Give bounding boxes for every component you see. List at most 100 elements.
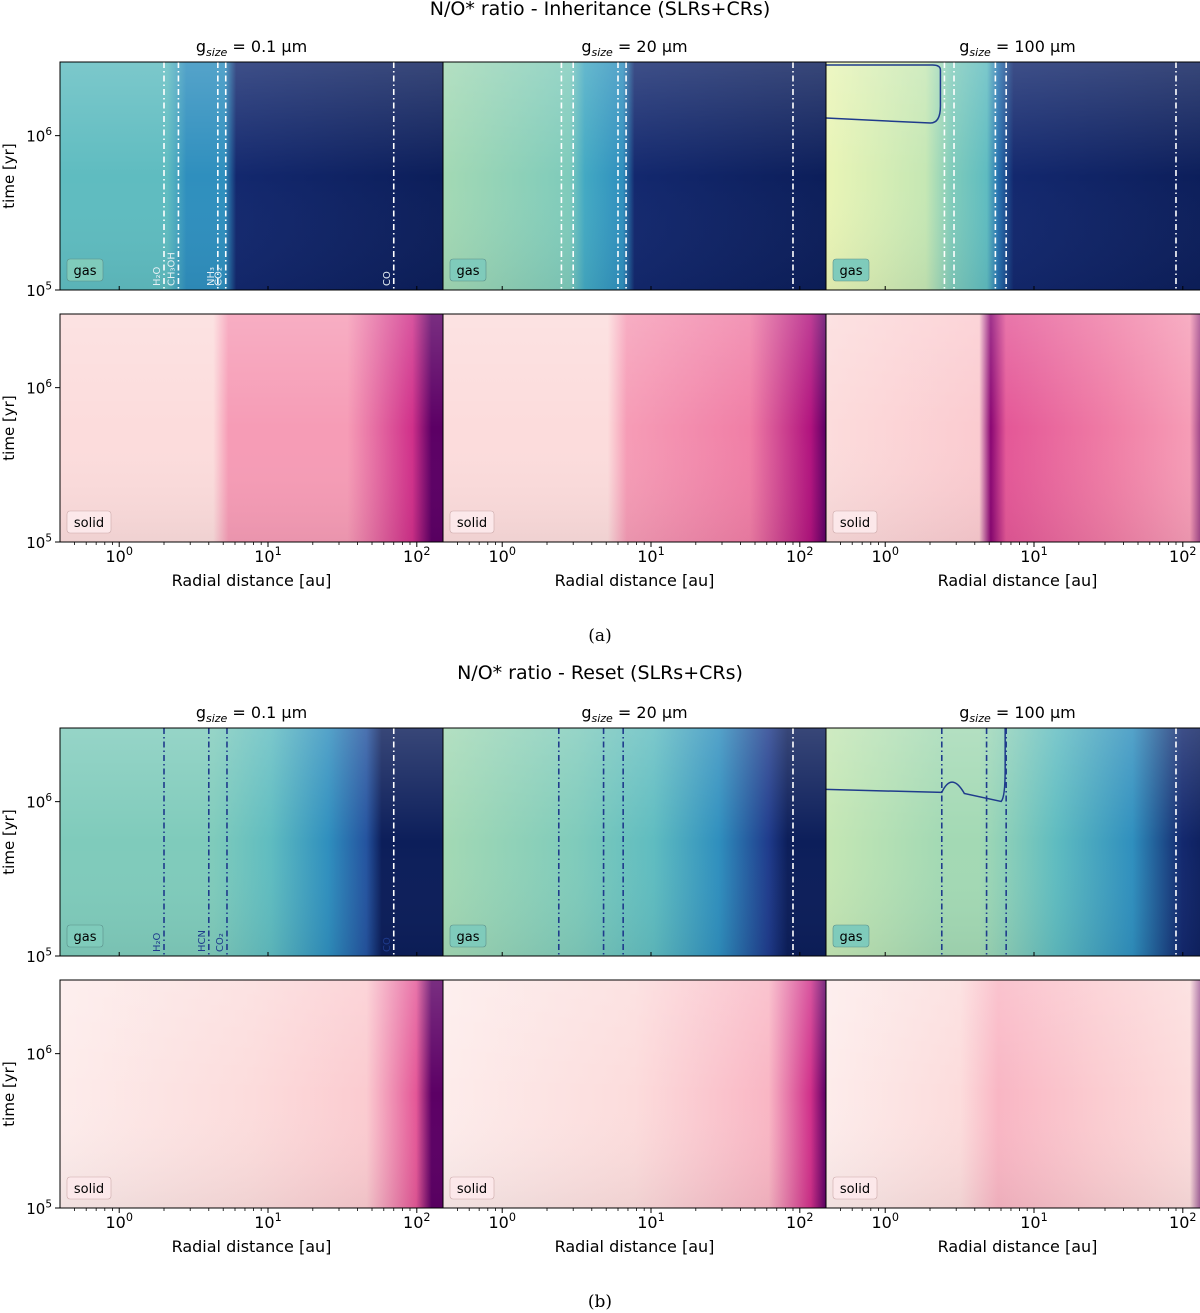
snowline-label: CO₂ — [215, 933, 226, 952]
gas-label: gas — [457, 930, 480, 945]
snowline-label: CO — [382, 271, 393, 286]
panel-title: gsize = 0.1 μm — [196, 37, 307, 59]
y-tick-label: 105 — [26, 280, 52, 300]
solid-time-shading — [443, 980, 826, 1208]
snowline-label: HCN — [197, 930, 208, 952]
solid-time-shading — [60, 980, 443, 1208]
x-tick-label: 100 — [105, 545, 132, 566]
solid-label-box — [66, 510, 112, 534]
x-tick-label: 102 — [403, 545, 430, 566]
x-axis-label: Radial distance [au] — [172, 571, 332, 590]
gas-time-shading — [826, 62, 1200, 290]
gas-label-box — [449, 924, 487, 948]
solid-frame — [825, 313, 1200, 543]
y-axis-label: time [yr] — [0, 809, 18, 874]
gas-time-shading — [60, 62, 443, 290]
snowline-label: CO — [382, 937, 393, 952]
figure-a: gsize = 0.1 μm gsize = 20 μm gsize = 100 μ… — [0, 37, 1200, 590]
gas-label-box — [66, 258, 104, 282]
solid-label: solid — [840, 1182, 870, 1197]
gas-time-shading — [60, 728, 443, 956]
caption-a: (a) — [588, 626, 612, 646]
x-tick-label: 100 — [488, 1211, 515, 1232]
gas-panel: H₂O HCN CO₂ CO gas — [59, 727, 444, 957]
gas-panel: gas — [825, 727, 1200, 957]
solid-time-shading — [60, 314, 443, 542]
snowline-label: H₂O — [152, 266, 163, 286]
y-axis-label: time [yr] — [0, 395, 18, 460]
gas-time-shading — [826, 728, 1200, 956]
solid-label: solid — [74, 1182, 104, 1197]
x-tick-label: 101 — [1020, 1211, 1047, 1232]
y-tick-label: 106 — [26, 1044, 52, 1064]
gas-label: gas — [74, 930, 97, 945]
x-tick-label: 102 — [1169, 545, 1196, 566]
x-tick-label: 101 — [637, 545, 664, 566]
x-tick-label: 101 — [1020, 545, 1047, 566]
x-tick-label: 102 — [786, 1211, 813, 1232]
x-axis-label: Radial distance [au] — [555, 571, 715, 590]
x-tick-label: 102 — [1169, 1211, 1196, 1232]
panel-title: gsize = 0.1 μm — [196, 703, 307, 725]
figure-b: gsize = 0.1 μm gsize = 20 μm gsize = 100 μ… — [0, 703, 1200, 1256]
caption-b: (b) — [587, 1292, 613, 1312]
x-tick-label: 100 — [871, 545, 898, 566]
panel-title: gsize = 100 μm — [959, 37, 1075, 59]
x-tick-label: 100 — [871, 1211, 898, 1232]
solid-label-box — [449, 1176, 495, 1200]
gas-label-box — [66, 924, 104, 948]
gas-frame — [825, 727, 1200, 957]
solid-label: solid — [840, 516, 870, 531]
x-tick-label: 100 — [488, 545, 515, 566]
panel-title: gsize = 20 μm — [581, 703, 687, 725]
gas-label-box — [832, 924, 870, 948]
gas-label-box — [832, 258, 870, 282]
solid-frame — [825, 979, 1200, 1209]
x-tick-label: 101 — [254, 1211, 281, 1232]
x-axis-label: Radial distance [au] — [172, 1237, 332, 1256]
y-tick-label: 106 — [26, 126, 52, 146]
gas-panel: gas — [825, 61, 1200, 291]
y-tick-label: 105 — [26, 1198, 52, 1218]
solid-time-shading — [826, 314, 1200, 542]
y-tick-label: 105 — [26, 532, 52, 552]
figure-b-title: N/O* ratio - Reset (SLRs+CRs) — [457, 662, 743, 684]
snowline-label: CH₃OH — [166, 252, 177, 286]
solid-label-box — [832, 510, 878, 534]
gas-time-shading — [443, 62, 826, 290]
gas-label: gas — [74, 264, 97, 279]
gas-frame — [825, 61, 1200, 291]
unity-contour — [825, 728, 1006, 803]
gas-label: gas — [840, 264, 863, 279]
x-tick-label: 101 — [254, 545, 281, 566]
solid-label-box — [449, 510, 495, 534]
gas-panel: gas — [442, 61, 827, 291]
snowline-label: H₂O — [152, 932, 163, 952]
y-tick-label: 106 — [26, 378, 52, 398]
gas-label-box — [449, 258, 487, 282]
solid-time-shading — [826, 980, 1200, 1208]
x-tick-label: 102 — [403, 1211, 430, 1232]
gas-panel: gas — [442, 727, 827, 957]
x-tick-label: 100 — [105, 1211, 132, 1232]
solid-label-box — [832, 1176, 878, 1200]
panel-title: gsize = 100 μm — [959, 703, 1075, 725]
unity-contour — [825, 64, 942, 124]
solid-label: solid — [74, 516, 104, 531]
gas-label: gas — [840, 930, 863, 945]
x-axis-label: Radial distance [au] — [938, 1237, 1098, 1256]
x-axis-label: Radial distance [au] — [938, 571, 1098, 590]
panel-title: gsize = 20 μm — [581, 37, 687, 59]
y-tick-label: 106 — [26, 792, 52, 812]
figure-a-title: N/O* ratio - Inheritance (SLRs+CRs) — [429, 0, 771, 20]
y-tick-label: 105 — [26, 946, 52, 966]
x-tick-label: 102 — [786, 545, 813, 566]
solid-label: solid — [457, 1182, 487, 1197]
